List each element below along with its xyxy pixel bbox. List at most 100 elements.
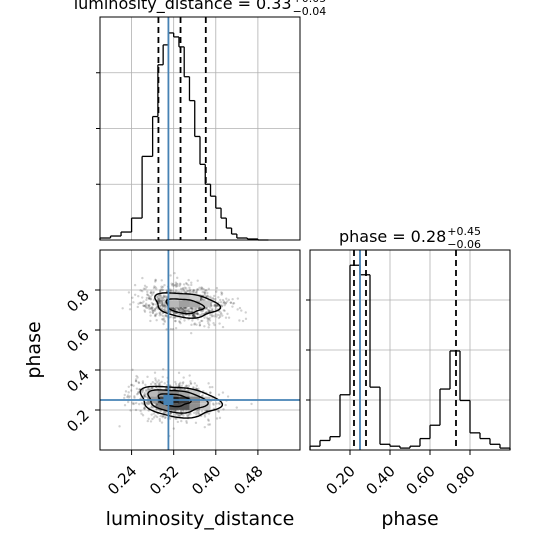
sample-point (223, 309, 226, 312)
panel-title-eq: = (238, 0, 251, 13)
sample-point (155, 312, 158, 316)
sample-point (192, 288, 195, 292)
sample-point (162, 322, 165, 326)
sample-point (213, 315, 216, 318)
sample-point (133, 293, 137, 296)
sample-point (151, 309, 155, 312)
sample-point (143, 310, 147, 313)
sample-point (192, 386, 195, 389)
sample-point (143, 395, 146, 398)
sample-point (179, 307, 183, 311)
sample-point (174, 281, 178, 284)
sample-point (152, 412, 156, 415)
sample-point (211, 296, 215, 300)
sample-point (203, 415, 207, 418)
sample-point (169, 315, 173, 319)
sample-point (189, 413, 192, 416)
sample-point (216, 313, 220, 317)
sample-point (163, 382, 166, 385)
sample-point (160, 313, 163, 317)
sample-point (161, 304, 164, 307)
sample-point (180, 308, 183, 311)
sample-point (141, 380, 145, 383)
density-cell (168, 390, 179, 397)
sample-point (190, 281, 193, 284)
sample-point (131, 296, 134, 299)
sample-point (206, 308, 210, 312)
sample-point (161, 304, 165, 307)
sample-point (140, 397, 143, 400)
sample-point (207, 412, 211, 415)
sample-point (178, 308, 181, 311)
sample-point (163, 308, 166, 311)
sample-point (197, 313, 200, 316)
sample-point (170, 282, 173, 285)
sample-point (215, 304, 218, 307)
sample-point (201, 394, 204, 397)
sample-point (163, 320, 167, 323)
sample-point (196, 312, 199, 316)
sample-point (189, 307, 193, 310)
sample-point (152, 292, 155, 295)
sample-point (192, 315, 196, 318)
sample-point (193, 323, 196, 326)
sample-point (155, 306, 158, 309)
density-cell (189, 390, 200, 397)
sample-point (187, 283, 190, 287)
sample-point (178, 383, 181, 386)
sample-point (136, 376, 139, 379)
sample-point (196, 318, 200, 321)
sample-point (187, 413, 190, 417)
sample-point (149, 382, 153, 386)
sample-point (160, 307, 163, 310)
sample-point (188, 374, 191, 377)
sample-point (182, 381, 185, 384)
sample-point (147, 305, 151, 308)
sample-point (193, 291, 196, 295)
sample-point (161, 302, 164, 305)
sample-point (161, 301, 164, 304)
sample-point (145, 392, 148, 396)
plot-area (100, 250, 300, 450)
sample-point (131, 368, 134, 372)
sample-point (183, 309, 187, 312)
sample-point (154, 279, 157, 282)
hist-luminosity-distance: luminosity_distance 0.33 = +0.05−0.04 (74, 0, 326, 241)
sample-point (138, 388, 141, 391)
hist-phase: phase 0.28= +0.45−0.060.20 0.40 0.60 0.80phas… (306, 225, 511, 530)
sample-point (142, 287, 146, 290)
sample-point (194, 421, 198, 425)
sample-point (159, 288, 162, 292)
sample-point (179, 317, 182, 320)
sample-point (203, 425, 206, 429)
density-cell (189, 403, 200, 410)
sample-point (178, 290, 181, 294)
y-axis-label: phase (23, 321, 45, 378)
sample-point (142, 300, 145, 303)
sample-point (140, 391, 143, 394)
sample-point (200, 287, 204, 290)
sample-point (213, 294, 216, 298)
sample-point (236, 297, 240, 300)
sample-point (174, 319, 177, 323)
sample-point (197, 387, 200, 390)
sample-point (143, 395, 146, 398)
sample-point (213, 323, 216, 327)
sample-point (169, 288, 172, 291)
sample-point (129, 409, 132, 412)
sample-point (227, 316, 231, 319)
sample-point (154, 377, 157, 380)
sample-point (193, 322, 197, 325)
sample-point (163, 283, 166, 287)
sample-point (136, 305, 139, 309)
sample-point (152, 406, 155, 409)
sample-point (149, 291, 152, 295)
sample-point (193, 312, 197, 316)
sample-point (146, 387, 150, 390)
sample-point (178, 307, 181, 310)
sample-point (173, 283, 177, 287)
x-tick-label: 0.48 (230, 462, 266, 498)
sample-point (174, 308, 177, 311)
sample-point (208, 319, 212, 322)
sample-point (207, 326, 210, 329)
